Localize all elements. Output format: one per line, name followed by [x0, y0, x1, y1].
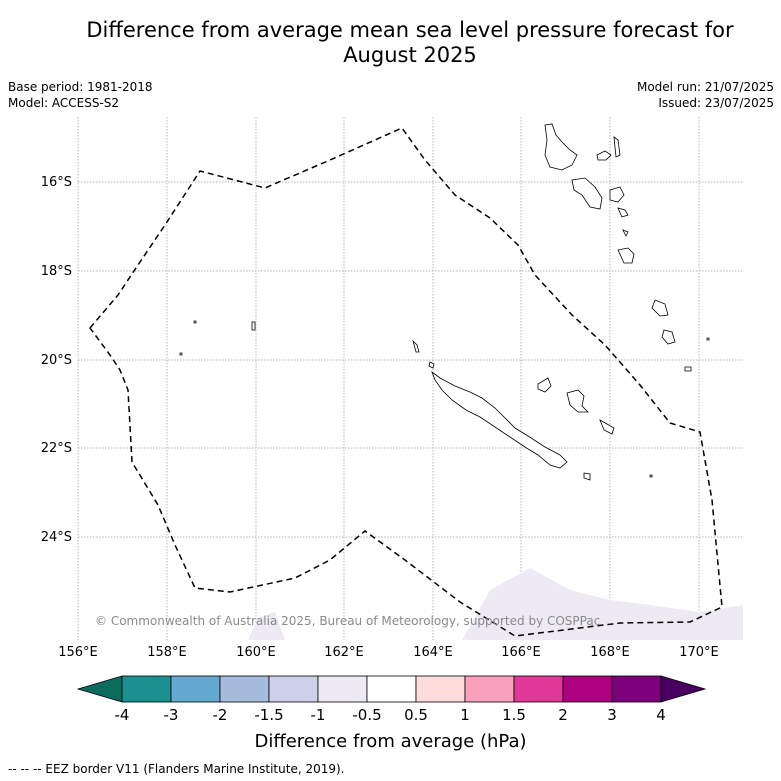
colorbar-tick-label: 0.5: [404, 706, 428, 724]
colorbar-segment: [268, 675, 319, 703]
title-line-2: August 2025: [343, 43, 477, 67]
colorbar-tick-label: 1.5: [502, 706, 526, 724]
colorbar-tick-label: -3: [163, 706, 179, 724]
colorbar-extend-high: [660, 675, 707, 703]
lon-label-166e: 166°E: [501, 645, 541, 660]
lat-label-20s: 20°S: [40, 353, 72, 368]
graticule: [77, 117, 743, 640]
colorbar-tick-label: -0.5: [352, 706, 382, 724]
lon-label-158e: 158°E: [147, 645, 187, 660]
colorbar-segment: [611, 675, 662, 703]
colorbar-segment: [317, 675, 368, 703]
colorbar-tick-label: -1.5: [254, 706, 284, 724]
lat-label-18s: 18°S: [40, 264, 72, 279]
pressure-anomaly-shading: [248, 568, 743, 640]
vanuatu-islands: [544, 123, 578, 171]
copyright-credit: © Commonwealth of Australia 2025, Bureau…: [95, 614, 601, 628]
colorbar-segment: [464, 675, 515, 703]
colorbar-segment: [562, 675, 613, 703]
issued-date: Issued: 23/07/2025: [658, 96, 774, 110]
colorbar-tick-label: 2: [558, 706, 568, 724]
colorbar-tick-label: 1: [460, 706, 470, 724]
new-caledonia-island: [431, 370, 568, 469]
lon-label-156e: 156°E: [58, 645, 98, 660]
map-title: Difference from average mean sea level p…: [60, 18, 760, 68]
model-name: Model: ACCESS-S2: [8, 96, 120, 110]
colorbar-tick-label: -4: [114, 706, 130, 724]
eez-legend-footer: -- -- -- EEZ border V11 (Flanders Marine…: [8, 762, 345, 776]
lat-label-22s: 22°S: [40, 441, 72, 456]
lon-label-164e: 164°E: [413, 645, 453, 660]
base-period: Base period: 1981-2018: [8, 80, 153, 94]
colorbar-segment: [170, 675, 221, 703]
eez-border: [89, 127, 723, 637]
colorbar-segment: [219, 675, 270, 703]
colorbar-tick-label: 3: [607, 706, 617, 724]
colorbar-extend-low: [76, 675, 123, 703]
colorbar-title: Difference from average (hPa): [254, 731, 527, 752]
colorbar-tick-label: 4: [656, 706, 666, 724]
lat-label-16s: 16°S: [40, 175, 72, 190]
colorbar: [76, 675, 707, 703]
title-line-1: Difference from average mean sea level p…: [86, 18, 734, 42]
meta-right: Model run: 21/07/2025 Issued: 23/07/2025: [637, 79, 774, 111]
lon-label-168e: 168°E: [590, 645, 630, 660]
lon-label-160e: 160°E: [236, 645, 276, 660]
meta-left: Base period: 1981-2018 Model: ACCESS-S2: [8, 79, 153, 111]
colorbar-segment: [121, 675, 172, 703]
colorbar-segment: [415, 675, 466, 703]
coastlines: [179, 123, 710, 481]
colorbar-tick-label: -2: [212, 706, 228, 724]
lon-label-170e: 170°E: [679, 645, 719, 660]
colorbar-segment: [513, 675, 564, 703]
lon-label-162e: 162°E: [324, 645, 364, 660]
lat-label-24s: 24°S: [40, 530, 72, 545]
model-run: Model run: 21/07/2025: [636, 80, 774, 94]
colorbar-tick-label: -1: [310, 706, 326, 724]
colorbar-segment: [366, 675, 417, 703]
